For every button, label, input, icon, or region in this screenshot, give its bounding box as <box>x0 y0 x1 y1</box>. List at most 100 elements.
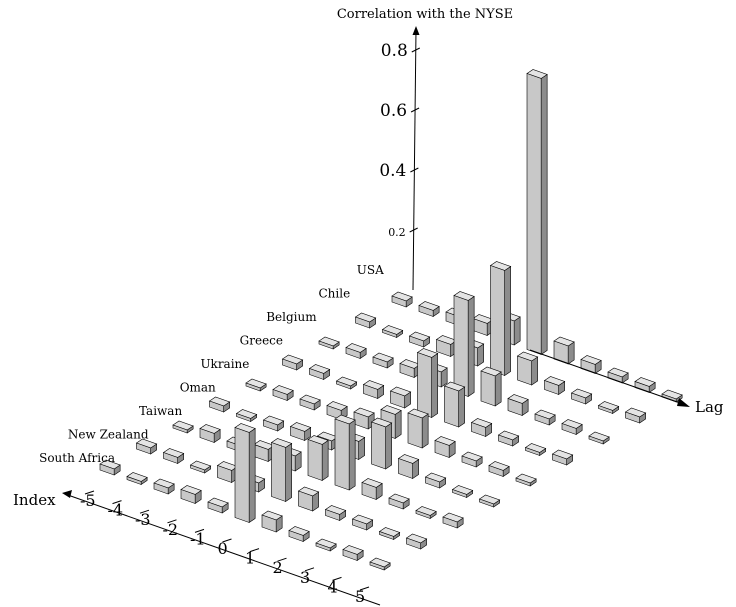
bar-new-zealand-lag--2 <box>216 461 239 484</box>
bar-ukraine-lag--4 <box>272 385 294 402</box>
bar-south-africa-lag-2 <box>288 526 310 543</box>
bar-taiwan-lag--4 <box>199 424 221 444</box>
bar-ukraine-lag-3 <box>461 451 483 468</box>
bar-ukraine-lag--3 <box>299 394 321 411</box>
bar-new-zealand-lag-5 <box>405 533 428 550</box>
country-label: Taiwan <box>139 404 182 418</box>
z-axis-title: Correlation with the NYSE <box>337 7 513 22</box>
bar-ukraine-lag--1 <box>353 407 375 430</box>
bar-chile-lag-4 <box>597 401 620 415</box>
bar-chile-lag-2 <box>543 376 566 396</box>
bar-chile-lag-5 <box>624 407 647 424</box>
bar-south-africa-lag-1 <box>261 510 283 533</box>
lag-tick-mark <box>249 548 260 553</box>
lag-tick-label: 0 <box>218 539 228 558</box>
bar-south-africa-lag-0 <box>234 423 256 524</box>
bar-south-africa-lag--4 <box>126 472 148 486</box>
bar-usa-lag-2 <box>580 355 602 375</box>
bar-belgium-lag-0 <box>453 291 475 398</box>
bar-south-africa-lag--5 <box>99 459 121 476</box>
bar-chile-lag-3 <box>570 388 593 405</box>
bar-usa-lag--4 <box>418 301 440 318</box>
bar-usa-lag-1 <box>553 336 575 365</box>
bar-greece-lag--4 <box>308 364 331 381</box>
z-axis-arrow <box>412 26 420 35</box>
bar-chile-lag--2 <box>435 335 458 358</box>
country-label: Ukraine <box>200 357 249 371</box>
bar-chile-lag--4 <box>381 325 404 339</box>
lag-tick-mark <box>194 528 205 533</box>
bar-belgium-lag-3 <box>534 409 556 426</box>
z-tick-label: 0.2 <box>388 226 406 239</box>
z-tick-mark <box>410 107 420 113</box>
bar-greece-lag-0 <box>416 348 439 419</box>
lag-axis-arrow <box>677 398 690 407</box>
bar-taiwan-lag-5 <box>442 512 464 529</box>
country-label: Chile <box>319 287 351 301</box>
lag-tick-label: -4 <box>108 501 124 520</box>
lag-tick-mark <box>332 576 342 581</box>
bar-belgium-lag--2 <box>399 359 421 379</box>
bar-taiwan-lag-0 <box>307 435 329 482</box>
lag-tick-label: 1 <box>245 549 255 568</box>
bar-oman-lag--5 <box>208 396 231 413</box>
lag-tick-label: -5 <box>80 491 96 510</box>
bar-new-zealand-lag-3 <box>351 514 374 531</box>
bar-belgium-lag--4 <box>345 343 367 360</box>
bar-oman-lag--3 <box>262 415 285 432</box>
bar-belgium-lag-1 <box>480 366 502 407</box>
bar-ukraine-lag-2 <box>434 436 456 459</box>
bar-south-africa-lag-3 <box>315 538 337 552</box>
bar-greece-lag--3 <box>335 376 358 390</box>
bar-taiwan-lag-4 <box>415 506 437 520</box>
bar-greece-lag--1 <box>389 386 412 409</box>
lag-tick-label: -3 <box>135 510 151 529</box>
index-axis <box>64 493 381 606</box>
bar-taiwan-lag-3 <box>388 493 410 510</box>
bar-new-zealand-lag--5 <box>135 438 158 455</box>
bar-new-zealand-lag-0 <box>270 438 293 503</box>
bar-chile-lag--5 <box>354 312 377 329</box>
bar-greece-lag-5 <box>551 449 574 466</box>
bar-usa-lag--5 <box>391 291 413 308</box>
bar-new-zealand-lag--3 <box>189 460 212 474</box>
bar-taiwan-lag-2 <box>361 478 383 501</box>
lag-axis <box>529 349 684 405</box>
bar-oman-lag-1 <box>370 417 393 470</box>
lag-tick-mark <box>84 490 95 495</box>
z-tick-label: 0.4 <box>379 161 406 181</box>
bars-layer <box>99 69 683 571</box>
bar-belgium-lag-4 <box>561 419 583 436</box>
bar-ukraine-lag-1 <box>407 408 429 449</box>
bar-oman-lag-2 <box>397 454 420 480</box>
bar-oman-lag-4 <box>451 485 474 499</box>
lag-tick-label: 3 <box>300 568 310 587</box>
bar-ukraine-lag--2 <box>326 401 348 421</box>
bar-new-zealand-lag-4 <box>378 527 401 541</box>
bar-usa-lag-3 <box>607 367 629 384</box>
z-tick-mark <box>411 47 420 53</box>
lag-tick-mark <box>304 567 315 572</box>
lag-tick-mark <box>359 586 370 591</box>
country-label-group: South Africa New Zealand Taiwan Oman Ukraine… <box>39 263 384 465</box>
bar-belgium-lag-2 <box>507 394 529 417</box>
country-label: New Zealand <box>68 428 149 442</box>
lag-tick-mark <box>112 500 122 505</box>
bar-south-africa-lag--3 <box>153 478 175 495</box>
bar-belgium-lag--5 <box>318 336 340 350</box>
lag-tick-mark <box>167 519 177 524</box>
lag-tick-mark <box>277 557 287 562</box>
country-label: South Africa <box>39 451 115 465</box>
bar-south-africa-lag--2 <box>180 485 202 505</box>
bar-taiwan-lag-1 <box>334 414 356 491</box>
bar-taiwan-lag--5 <box>172 420 194 434</box>
bar-new-zealand-lag-2 <box>324 505 347 522</box>
bar-greece-lag-4 <box>524 443 547 457</box>
bar-greece-lag-3 <box>497 430 520 447</box>
lag-tick-mark <box>139 509 150 514</box>
bar-south-africa-lag-4 <box>342 545 364 562</box>
bar-chile-lag-0 <box>489 261 512 377</box>
z-tick-mark <box>409 227 418 233</box>
bar-greece-lag--5 <box>281 354 304 371</box>
